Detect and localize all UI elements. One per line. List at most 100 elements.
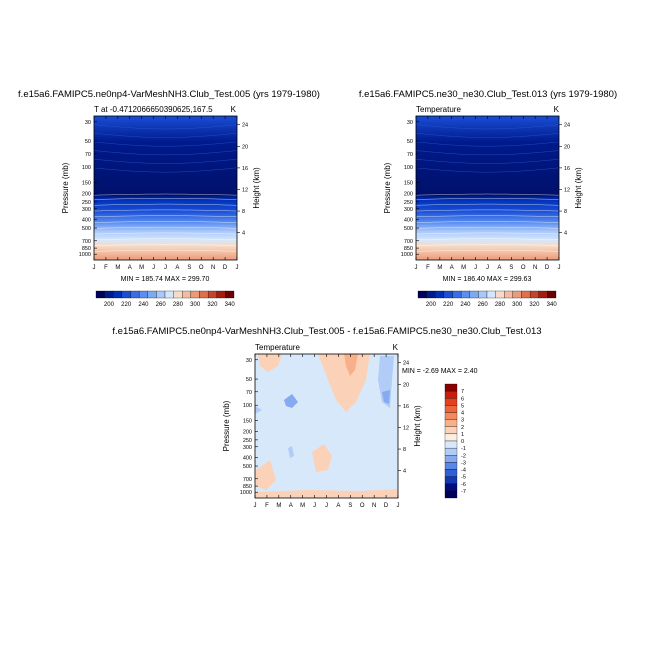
y-tick-right-label: 20 (403, 382, 409, 388)
panel-1-units: K (231, 105, 237, 114)
warm-anomaly-upper (318, 354, 370, 412)
panel-2-ylabel: Pressure (mb) (383, 162, 392, 213)
panel-1-plot-area (93, 115, 238, 261)
cool-anomaly-left (284, 394, 298, 408)
colorbar-label: 300 (190, 302, 201, 308)
x-tick-label: F (426, 265, 430, 271)
x-tick-label: A (336, 503, 340, 509)
contour-line (93, 244, 238, 246)
panel-1-subtitle: T at -0.4712066650390625,167.5 (94, 105, 213, 114)
contour-line (93, 141, 238, 147)
colorbar-swatch (444, 390, 458, 399)
contour-line (415, 209, 560, 212)
colorbar-swatch (130, 290, 140, 299)
contour-line (415, 215, 560, 218)
y-tick-label: 150 (404, 181, 413, 187)
contour-line (93, 124, 238, 130)
colorbar-swatch (444, 426, 458, 435)
colorbar-label: -6 (461, 482, 466, 488)
x-tick-label: M (300, 503, 305, 509)
y-tick-right-label: 16 (242, 166, 248, 172)
colorbar-label: 4 (461, 411, 464, 417)
y-tick-label: 850 (404, 246, 413, 252)
y-tick-right-label: 12 (564, 187, 570, 193)
y-tick-right-label: 4 (403, 469, 406, 475)
y-tick-label: 70 (85, 152, 91, 158)
y-tick-right-label: 4 (242, 231, 245, 237)
y-tick-label: 400 (82, 218, 91, 224)
y-tick-label: 500 (404, 226, 413, 232)
contour-line (93, 203, 238, 206)
y-tick-label: 100 (404, 165, 413, 171)
x-tick-label: S (348, 503, 352, 509)
colorbar-label: 200 (104, 302, 115, 308)
y-tick-right-label: 20 (564, 144, 570, 150)
colorbar-swatch (469, 290, 479, 299)
panel-2-subtitle: Temperature (416, 105, 461, 114)
x-tick-label: M (139, 265, 144, 271)
y-tick-label: 250 (82, 200, 91, 206)
contour-line (415, 232, 560, 235)
panel-1-ylabel: Pressure (mb) (61, 162, 70, 213)
x-tick-label: M (276, 503, 281, 509)
colorbar-swatch (460, 290, 470, 299)
contour-line (93, 150, 238, 156)
panel-2-ylabel-right: Height (km) (574, 167, 583, 209)
x-tick-label: O (360, 503, 365, 509)
panel-2-colorbar: 200 220 240 260 280 300 320 340 (417, 290, 557, 308)
panel-3-ylabel-right: Height (km) (413, 405, 422, 447)
y-tick-label: 150 (243, 419, 252, 425)
colorbar-label: 220 (121, 302, 132, 308)
y-tick-label: 300 (404, 207, 413, 213)
x-tick-label: A (175, 265, 179, 271)
panel-1-contour-bands (93, 124, 238, 252)
y-tick-label: 30 (407, 120, 413, 126)
x-tick-label: N (372, 503, 376, 509)
x-tick-label: N (533, 265, 537, 271)
contour-line (415, 221, 560, 223)
colorbar-label: 0 (461, 439, 464, 445)
x-tick-label: D (384, 503, 389, 509)
colorbar-swatch (199, 290, 209, 299)
cool-anomaly-edge (255, 406, 262, 414)
colorbar-swatch (164, 290, 174, 299)
colorbar-swatch (444, 447, 458, 456)
y-tick-label: 50 (85, 139, 91, 145)
y-tick-label: 500 (243, 464, 252, 470)
colorbar-swatch (444, 398, 458, 406)
colorbar-swatch (521, 290, 531, 299)
y-tick-right-label: 8 (564, 209, 567, 215)
x-tick-label: J (236, 265, 239, 271)
colorbar-swatch (444, 455, 458, 463)
contour-line (415, 124, 560, 130)
colorbar-swatch (417, 290, 427, 299)
x-tick-label: J (397, 503, 400, 509)
colorbar-label: 7 (461, 389, 464, 395)
colorbar-swatch (444, 469, 458, 477)
contour-line (415, 203, 560, 206)
y-tick-label: 1000 (240, 490, 252, 496)
colorbar-swatch (182, 290, 192, 299)
contour-line (93, 249, 238, 252)
colorbar-swatch (504, 290, 514, 299)
panel-3-ylabel: Pressure (mb) (222, 400, 231, 451)
contour-line (93, 198, 238, 200)
panel-2: f.e15a6.FAMIPC5.ne30_ne30.Club_Test.013 … (359, 89, 617, 308)
y-tick-label: 1000 (79, 252, 91, 258)
contour-line (415, 249, 560, 252)
x-tick-label: J (152, 265, 155, 271)
x-tick-label: J (164, 265, 167, 271)
y-tick-right-label: 24 (403, 361, 409, 367)
y-tick-label: 1000 (401, 252, 413, 258)
colorbar-label: -7 (461, 489, 466, 495)
contour-line (415, 193, 560, 196)
y-tick-right-label: 12 (403, 425, 409, 431)
x-tick-label: S (187, 265, 191, 271)
contour-line (415, 141, 560, 147)
colorbar-label: -5 (461, 475, 466, 481)
x-tick-label: O (521, 265, 526, 271)
x-tick-label: A (128, 265, 132, 271)
contour-line (415, 167, 560, 173)
